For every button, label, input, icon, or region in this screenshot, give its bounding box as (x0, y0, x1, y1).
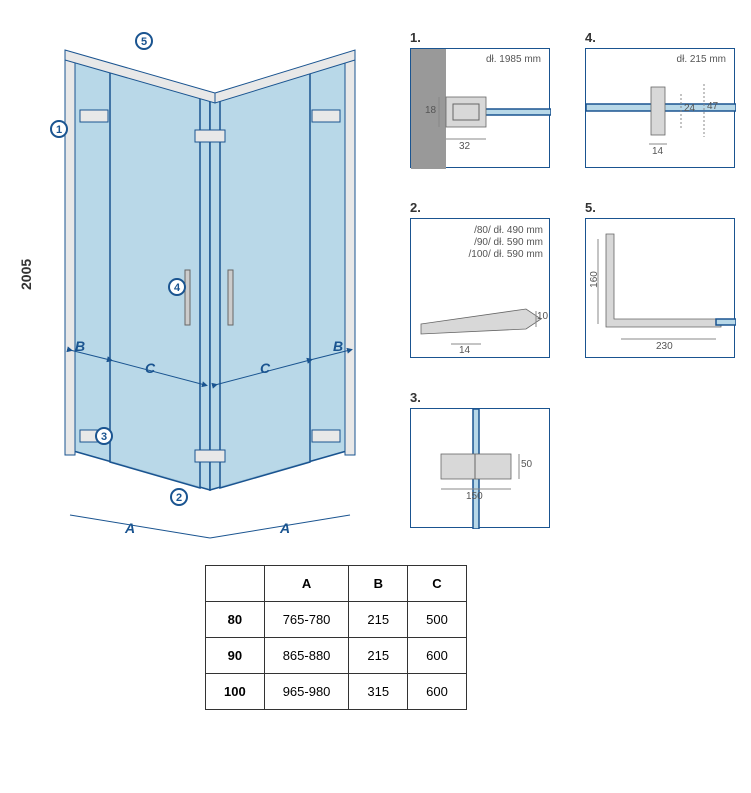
height-label: 2005 (18, 259, 34, 290)
post-left (65, 55, 75, 455)
d4-text: dł. 215 mm (677, 54, 726, 65)
label-A-right: A (280, 520, 290, 536)
diagram-sheet: 1 2 3 4 5 A A B C C B 2005 1. dł. 1985 m… (10, 10, 741, 783)
row-90: 90 (206, 638, 265, 674)
detail-5-label: 5. (585, 200, 596, 215)
d1-w: 32 (459, 141, 470, 152)
d1-text: dł. 1985 mm (486, 54, 541, 65)
callout-3: 3 (95, 427, 113, 445)
detail-5-box: 230 160 (585, 218, 735, 358)
detail-3-box: 150 50 (410, 408, 550, 528)
detail-2-box: /80/ dł. 490 mm /90/ dł. 590 mm /100/ dł… (410, 218, 550, 358)
label-C-left: C (145, 360, 155, 376)
dimensions-table: A B C 80 765-780 215 500 90 865-880 215 … (205, 565, 467, 710)
th-blank (206, 566, 265, 602)
d2-l3: /100/ dł. 590 mm (469, 249, 543, 260)
detail-2-label: 2. (410, 200, 421, 215)
main-shower-diagram: 1 2 3 4 5 A A B C C B (20, 20, 390, 540)
table-header-row: A B C (206, 566, 467, 602)
d4-w: 14 (652, 146, 663, 157)
th-C: C (408, 566, 467, 602)
d4-h1: 24 (684, 103, 695, 114)
cell: 865-880 (264, 638, 349, 674)
label-A-left: A (125, 520, 135, 536)
table-row: 80 765-780 215 500 (206, 602, 467, 638)
d2-h: 10 (537, 311, 548, 322)
handle-right (228, 270, 233, 325)
label-B-left: B (75, 338, 85, 354)
cell: 965-980 (264, 674, 349, 710)
cell: 765-780 (264, 602, 349, 638)
d2-l2: /90/ dł. 590 mm (474, 237, 543, 248)
detail-4-label: 4. (585, 30, 596, 45)
th-B: B (349, 566, 408, 602)
d3-h: 50 (521, 459, 532, 470)
d2-w: 14 (459, 345, 470, 356)
d3-w: 150 (466, 491, 483, 502)
th-A: A (264, 566, 349, 602)
hinge-c1 (195, 130, 225, 142)
cell: 500 (408, 602, 467, 638)
cell: 215 (349, 638, 408, 674)
table-row: 90 865-880 215 600 (206, 638, 467, 674)
callout-1: 1 (50, 120, 68, 138)
dim-A-left (70, 515, 210, 538)
callout-2: 2 (170, 488, 188, 506)
callout-5: 5 (135, 32, 153, 50)
hinge-1 (80, 110, 108, 122)
hinge-c2 (195, 450, 225, 462)
detail-3-label: 3. (410, 390, 421, 405)
row-100: 100 (206, 674, 265, 710)
label-B-right: B (333, 338, 343, 354)
cell: 600 (408, 674, 467, 710)
hinge-3 (312, 110, 340, 122)
cell: 215 (349, 602, 408, 638)
d2-l1: /80/ dł. 490 mm (474, 225, 543, 236)
detail-1-label: 1. (410, 30, 421, 45)
d5-h: 160 (589, 271, 600, 288)
detail-1-box: dł. 1985 mm 32 18 (410, 48, 550, 168)
main-svg (20, 20, 390, 540)
callout-4: 4 (168, 278, 186, 296)
cell: 600 (408, 638, 467, 674)
d1-h: 18 (425, 105, 436, 116)
hinge-4 (312, 430, 340, 442)
label-C-right: C (260, 360, 270, 376)
table-row: 100 965-980 315 600 (206, 674, 467, 710)
detail-4-box: dł. 215 mm 14 24 47 (585, 48, 735, 168)
cell: 315 (349, 674, 408, 710)
row-80: 80 (206, 602, 265, 638)
post-right (345, 55, 355, 455)
d4-h2: 47 (707, 101, 718, 112)
d5-w: 230 (656, 341, 673, 352)
handle-left (185, 270, 190, 325)
